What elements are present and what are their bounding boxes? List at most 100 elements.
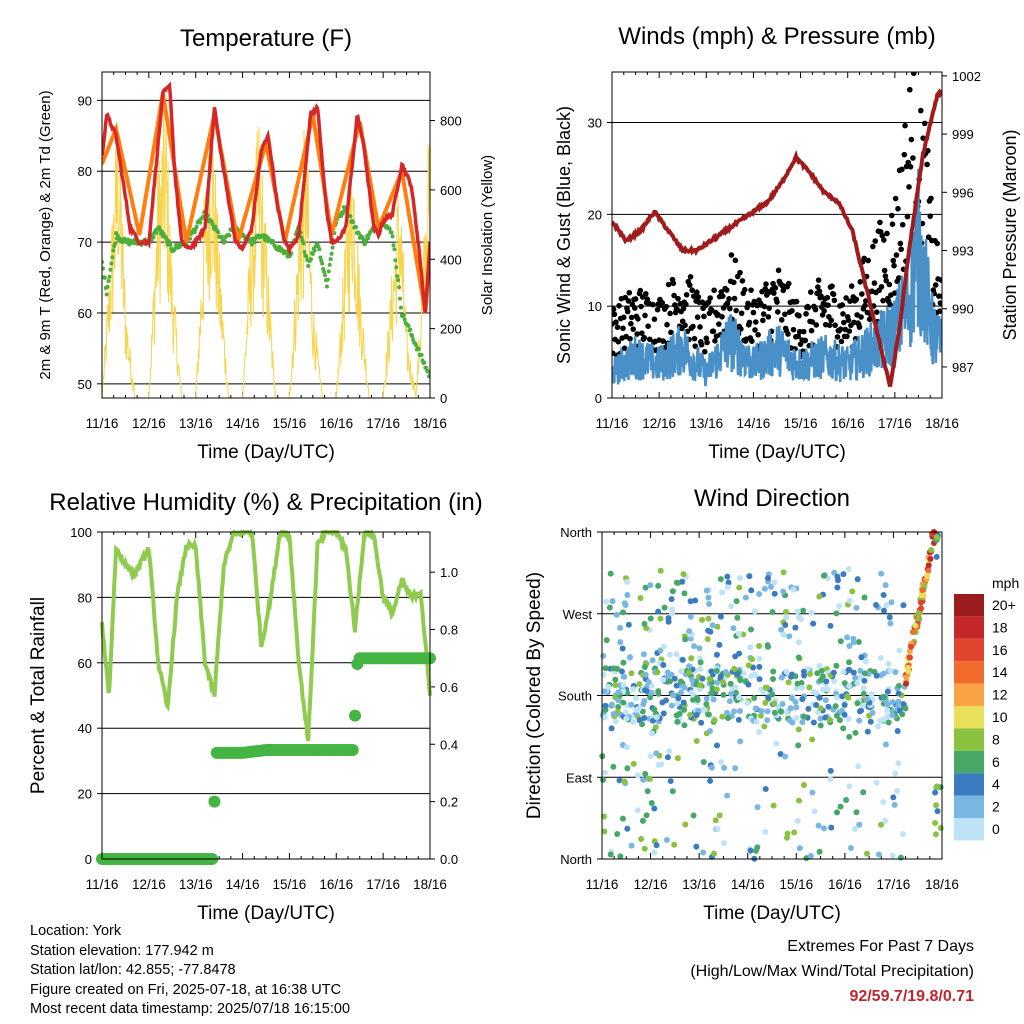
gust-point — [664, 321, 670, 328]
gust-point — [872, 238, 879, 244]
y-tick-label: 10 — [588, 299, 602, 314]
direction-point — [861, 670, 868, 677]
gust-point — [826, 322, 833, 329]
direction-point — [636, 681, 643, 688]
direction-point — [709, 622, 716, 629]
series-relative-humidity — [100, 530, 432, 742]
direction-point — [620, 699, 627, 706]
direction-point — [647, 694, 654, 701]
direction-point — [854, 700, 861, 707]
direction-point — [714, 623, 721, 630]
direction-point — [869, 709, 876, 716]
x-tick-label: 16/16 — [319, 416, 353, 431]
direction-point — [610, 763, 617, 770]
y2-tick-label: 200 — [440, 322, 462, 337]
direction-plot-area — [599, 529, 944, 862]
direction-point — [664, 669, 671, 676]
dewpoint-point — [413, 343, 418, 348]
elevation-text: Station elevation: 177.942 m — [30, 942, 214, 959]
colorbar-swatch — [954, 661, 984, 684]
gust-point — [726, 296, 732, 302]
wind-direction-chart: Wind Direction North East South West North 11/… — [524, 485, 1019, 924]
direction-point — [624, 825, 631, 832]
direction-point — [925, 562, 932, 569]
gust-point — [690, 323, 696, 330]
direction-point — [735, 716, 742, 723]
gust-point — [886, 281, 893, 288]
y2-tick-label: 0.6 — [440, 680, 458, 695]
direction-point — [783, 668, 790, 675]
direction-point — [666, 748, 673, 755]
direction-point — [716, 641, 723, 648]
direction-point — [764, 708, 771, 715]
direction-point — [660, 661, 667, 668]
direction-point — [833, 809, 840, 816]
dewpoint-point — [113, 241, 118, 246]
direction-point — [809, 789, 816, 796]
gust-point — [840, 319, 847, 326]
direction-point — [801, 672, 808, 679]
dewpoint-point — [394, 265, 399, 270]
direction-point — [679, 578, 686, 585]
gust-point — [766, 305, 772, 311]
gust-point — [763, 281, 769, 287]
gust-point — [921, 120, 928, 127]
gust-point — [716, 321, 722, 327]
direction-point — [841, 680, 848, 687]
direction-point — [727, 680, 734, 687]
direction-point — [833, 610, 840, 617]
direction-point — [632, 694, 639, 701]
direction-point — [834, 694, 841, 701]
direction-point — [779, 700, 786, 707]
gust-point — [877, 219, 883, 226]
dewpoint-point — [198, 220, 203, 225]
x-tick-label: 18/16 — [925, 877, 959, 892]
dewpoint-point — [351, 220, 356, 225]
direction-point — [610, 711, 617, 718]
gust-point — [723, 287, 730, 293]
dewpoint-point — [299, 235, 304, 240]
direction-point — [888, 599, 895, 606]
direction-point — [837, 638, 844, 645]
direction-point — [734, 614, 741, 621]
direction-point — [663, 836, 670, 843]
colorbar-swatch — [954, 683, 984, 706]
direction-point — [851, 826, 858, 833]
direction-point — [882, 741, 889, 748]
direction-point — [778, 674, 785, 681]
gust-point — [906, 86, 913, 93]
direction-point — [638, 836, 645, 843]
y2-tick-label: 990 — [952, 302, 974, 317]
extremes-subtitle: (High/Low/Max Wind/Total Precipitation) — [690, 963, 974, 980]
direction-point — [777, 751, 784, 758]
gust-point — [927, 213, 934, 219]
gust-point — [808, 327, 815, 334]
direction-point — [856, 674, 863, 681]
direction-point — [713, 742, 720, 749]
gust-point — [665, 281, 672, 288]
direction-point — [839, 693, 846, 700]
direction-point — [703, 701, 710, 708]
direction-point — [654, 669, 661, 676]
direction-point — [795, 742, 802, 749]
gust-point — [844, 333, 850, 340]
gust-point — [892, 195, 899, 202]
direction-point — [861, 594, 868, 601]
gust-point — [737, 269, 743, 276]
gust-point — [634, 331, 640, 337]
direction-point — [836, 603, 843, 610]
gust-point — [689, 287, 695, 294]
dewpoint-point — [312, 248, 317, 253]
direction-point — [628, 842, 635, 849]
gust-point — [778, 317, 785, 323]
direction-point — [720, 840, 727, 847]
gust-point — [904, 213, 911, 220]
direction-point — [623, 715, 630, 722]
direction-point — [855, 639, 862, 646]
direction-point — [728, 690, 735, 697]
gust-point — [750, 309, 757, 316]
direction-point — [795, 726, 802, 733]
x-tick-label: 15/16 — [779, 877, 813, 892]
direction-point — [602, 598, 609, 605]
direction-point — [674, 755, 681, 762]
